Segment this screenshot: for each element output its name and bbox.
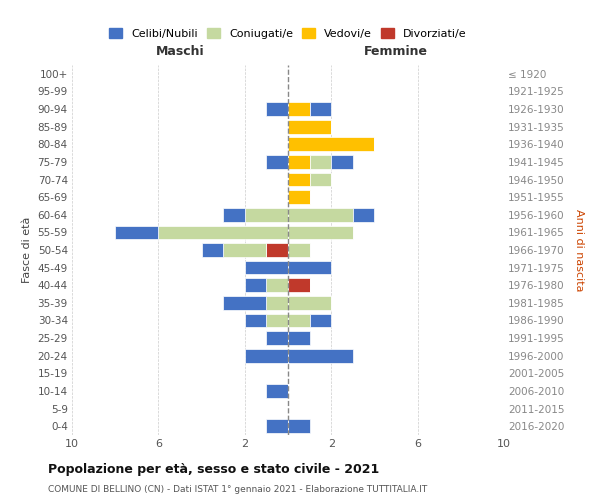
Bar: [245, 314, 266, 328]
Bar: [288, 138, 374, 151]
Bar: [158, 226, 288, 239]
Text: COMUNE DI BELLINO (CN) - Dati ISTAT 1° gennaio 2021 - Elaborazione TUTTITALIA.IT: COMUNE DI BELLINO (CN) - Dati ISTAT 1° g…: [48, 485, 427, 494]
Bar: [288, 208, 353, 222]
Bar: [353, 208, 374, 222]
Bar: [266, 243, 288, 257]
Bar: [310, 172, 331, 186]
Bar: [245, 260, 288, 274]
Text: Femmine: Femmine: [364, 44, 428, 58]
Bar: [288, 155, 310, 169]
Bar: [266, 331, 288, 345]
Bar: [266, 314, 288, 328]
Bar: [288, 190, 310, 204]
Y-axis label: Fasce di età: Fasce di età: [22, 217, 32, 283]
Bar: [288, 260, 331, 274]
Bar: [288, 349, 353, 362]
Bar: [223, 243, 266, 257]
Bar: [288, 102, 310, 116]
Bar: [288, 314, 310, 328]
Bar: [266, 384, 288, 398]
Bar: [288, 296, 331, 310]
Bar: [288, 420, 310, 433]
Bar: [266, 278, 288, 292]
Bar: [245, 208, 288, 222]
Bar: [223, 296, 266, 310]
Bar: [288, 331, 310, 345]
Y-axis label: Anni di nascita: Anni di nascita: [574, 209, 584, 291]
Bar: [245, 349, 288, 362]
Bar: [310, 102, 331, 116]
Bar: [310, 314, 331, 328]
Bar: [245, 278, 266, 292]
Bar: [266, 420, 288, 433]
Bar: [266, 155, 288, 169]
Bar: [223, 208, 245, 222]
Bar: [202, 243, 223, 257]
Bar: [288, 243, 310, 257]
Bar: [288, 226, 353, 239]
Bar: [310, 155, 331, 169]
Bar: [288, 172, 310, 186]
Bar: [288, 278, 310, 292]
Bar: [331, 155, 353, 169]
Bar: [266, 296, 288, 310]
Text: Maschi: Maschi: [155, 44, 205, 58]
Bar: [115, 226, 158, 239]
Bar: [266, 102, 288, 116]
Bar: [288, 120, 331, 134]
Text: Popolazione per età, sesso e stato civile - 2021: Popolazione per età, sesso e stato civil…: [48, 462, 379, 475]
Legend: Celibi/Nubili, Coniugati/e, Vedovi/e, Divorziati/e: Celibi/Nubili, Coniugati/e, Vedovi/e, Di…: [107, 26, 469, 41]
